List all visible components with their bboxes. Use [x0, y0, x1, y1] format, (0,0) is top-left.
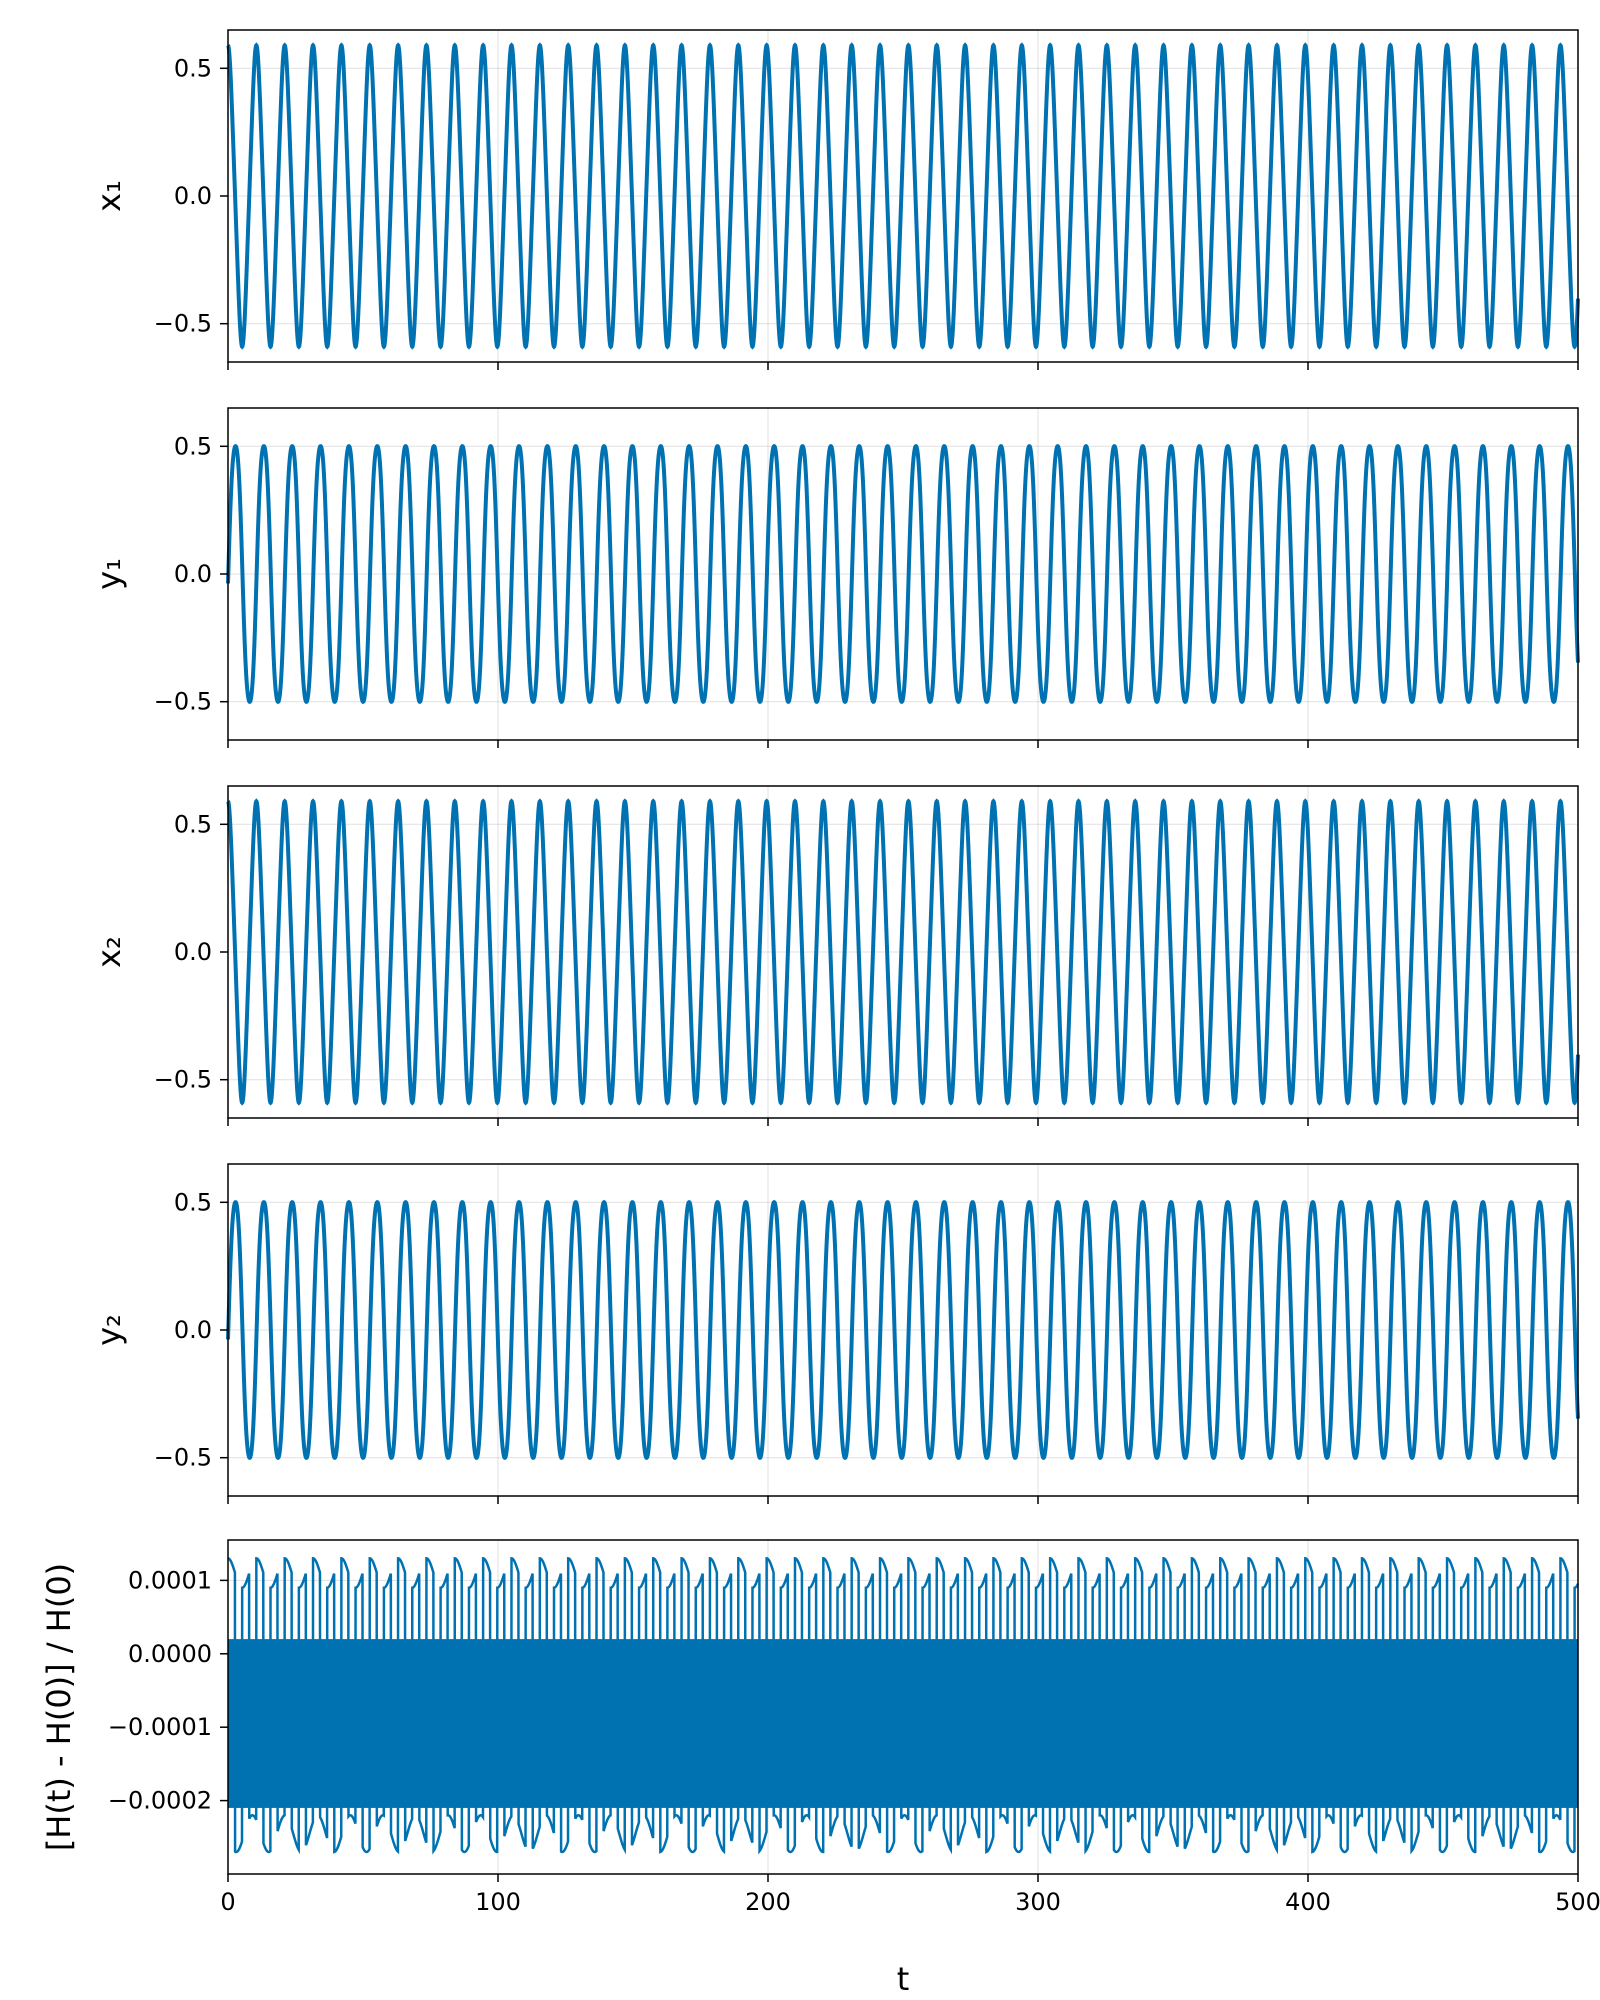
y-axis-label: [H(t) - H(0)] / H(0) — [40, 1563, 78, 1851]
subplot-4: −0.5 0.0 0.5 y₂ — [90, 1163, 1580, 1504]
y-tick-label: −0.5 — [154, 1066, 212, 1094]
series-line — [226, 1200, 1580, 1460]
y-tick-label: 0.0000 — [128, 1640, 212, 1668]
y-tick-label: −0.5 — [154, 1444, 212, 1472]
x-tick-label: 300 — [1015, 1888, 1061, 1916]
series-line — [227, 1557, 1580, 1855]
subplot-2: −0.5 0.0 0.5 y₁ — [90, 407, 1580, 748]
y-tick-label: 0.0 — [174, 938, 212, 966]
subplot-5: −0.0002 −0.0001 0.0000 0.0001 0 100 200 300 400 5… — [40, 1539, 1600, 1916]
y-tick-label: 0.5 — [174, 810, 212, 838]
y-tick-label: 0.0 — [174, 182, 212, 210]
x-tick-label: 200 — [745, 1888, 791, 1916]
plot-frame — [227, 1539, 1579, 1875]
series-line — [226, 42, 1580, 350]
y-tick-label: 0.5 — [174, 54, 212, 82]
y-tick-label: −0.0002 — [108, 1787, 212, 1815]
x-tick-label: 100 — [475, 1888, 521, 1916]
error-band-core — [228, 1639, 1578, 1808]
x-axis-label: t — [897, 1960, 910, 1998]
y-tick-label: 0.5 — [174, 1188, 212, 1216]
y-tick-label: −0.5 — [154, 688, 212, 716]
y-axis-label: y₁ — [90, 558, 128, 590]
y-tick-label: −0.5 — [154, 310, 212, 338]
y-tick-label: −0.0001 — [108, 1713, 212, 1741]
subplot-stack: −0.50.00.5x₁−0.50.00.5y₁−0.50.00.5x₂−0.5… — [40, 29, 1600, 1916]
series-line — [226, 444, 1580, 704]
y-tick-label: 0.5 — [174, 432, 212, 460]
y-tick-label: 0.0001 — [128, 1566, 212, 1594]
y-axis-label: x₂ — [90, 936, 128, 968]
x-tick-label: 500 — [1555, 1888, 1600, 1916]
subplot-1: −0.5 0.0 0.5 x₁ — [90, 29, 1580, 370]
subplot-3: −0.5 0.0 0.5 x₂ — [90, 785, 1580, 1126]
series-line — [226, 798, 1580, 1106]
x-tick-label: 400 — [1285, 1888, 1331, 1916]
x-tick-label: 0 — [220, 1888, 235, 1916]
y-axis-label: x₁ — [90, 180, 128, 212]
y-tick-label: 0.0 — [174, 1316, 212, 1344]
y-tick-label: 0.0 — [174, 560, 212, 588]
y-axis-label: y₂ — [90, 1314, 128, 1346]
